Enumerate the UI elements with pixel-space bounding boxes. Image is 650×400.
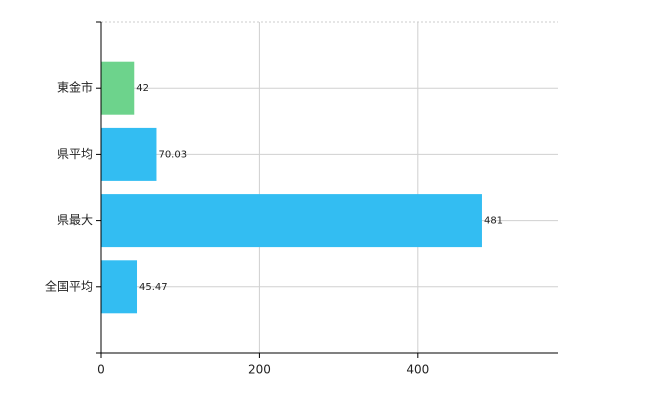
x-tick-label: 400: [406, 363, 429, 377]
y-tick-label: 県最大: [57, 213, 93, 227]
y-tick-label: 東金市: [57, 80, 93, 95]
value-label: 481: [484, 216, 503, 227]
value-label: 45.47: [139, 282, 168, 293]
bar: [101, 194, 482, 248]
bar: [101, 260, 138, 314]
value-label: 70.03: [158, 149, 187, 160]
y-tick-label: 県平均: [57, 147, 93, 161]
bar: [101, 127, 157, 181]
x-tick-label: 200: [248, 363, 271, 377]
y-tick-label: 全国平均: [45, 278, 93, 293]
x-tick-label: 0: [97, 363, 105, 377]
bar: [101, 61, 135, 115]
value-label: 42: [136, 83, 149, 94]
